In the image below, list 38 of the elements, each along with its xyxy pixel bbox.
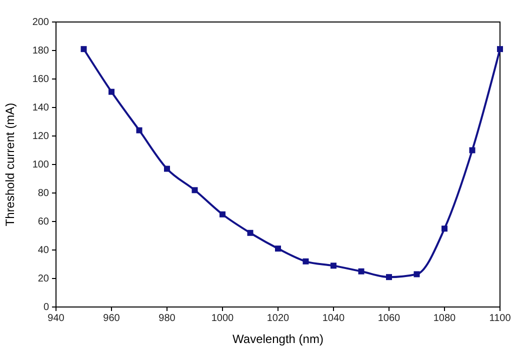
x-tick-label: 1040 xyxy=(322,313,346,324)
point xyxy=(469,147,476,154)
y-tick-label: 120 xyxy=(32,131,50,142)
x-axis-title: Wavelength (nm) xyxy=(232,332,324,346)
y-tick-label: 20 xyxy=(38,274,50,285)
y-tick-label: 180 xyxy=(32,46,50,57)
y-tick-label: 40 xyxy=(38,245,50,256)
point xyxy=(192,187,198,194)
point xyxy=(80,46,87,52)
y-tick-label: 160 xyxy=(32,74,50,86)
y-tick-label: 100 xyxy=(32,160,50,171)
y-tick-label: 60 xyxy=(38,216,50,228)
y-tick-label: 140 xyxy=(32,102,50,114)
y-tick-label: 80 xyxy=(38,188,50,200)
x-tick-label: 1060 xyxy=(378,313,401,324)
point xyxy=(330,262,336,269)
x-tick-label: 1020 xyxy=(266,313,290,324)
x-tick-label: 1080 xyxy=(433,313,456,324)
point xyxy=(497,46,503,52)
x-tick-label: 980 xyxy=(158,313,176,324)
x-tick-label: 1100 xyxy=(489,313,512,324)
point xyxy=(220,211,226,218)
point xyxy=(442,226,448,232)
y-axis-title: Threshold current (mA) xyxy=(3,102,17,226)
y-tick-label: 0 xyxy=(43,302,50,314)
x-tick-label: 940 xyxy=(48,313,65,324)
point xyxy=(302,258,309,264)
x-tick-label: 960 xyxy=(103,313,120,324)
point xyxy=(358,268,364,274)
point xyxy=(164,166,170,172)
point xyxy=(136,127,142,134)
point xyxy=(414,271,420,278)
point xyxy=(247,230,254,236)
point xyxy=(275,246,281,252)
x-tick-label: 1000 xyxy=(211,313,234,324)
point xyxy=(386,274,392,280)
point xyxy=(108,88,114,95)
y-tick-label: 200 xyxy=(32,17,50,28)
